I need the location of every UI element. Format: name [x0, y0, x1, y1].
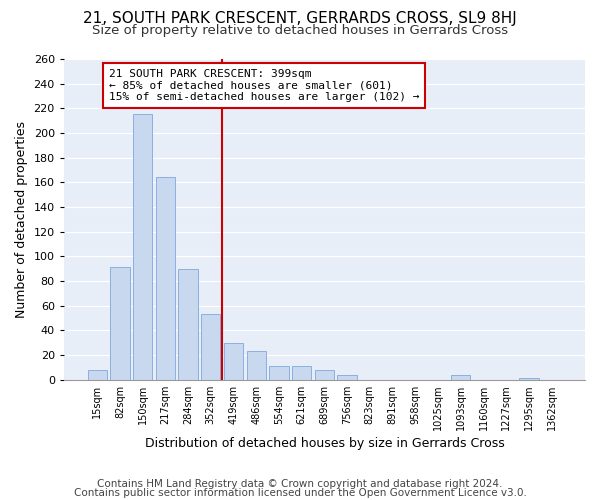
Text: 21 SOUTH PARK CRESCENT: 399sqm
← 85% of detached houses are smaller (601)
15% of: 21 SOUTH PARK CRESCENT: 399sqm ← 85% of … [109, 69, 419, 102]
Text: Contains HM Land Registry data © Crown copyright and database right 2024.: Contains HM Land Registry data © Crown c… [97, 479, 503, 489]
Bar [178, 268, 198, 380]
Text: 21, SOUTH PARK CRESCENT, GERRARDS CROSS, SL9 8HJ: 21, SOUTH PARK CRESCENT, GERRARDS CROSS,… [83, 11, 517, 26]
Bar [519, 378, 539, 380]
Bar [201, 314, 220, 380]
Bar [155, 178, 175, 380]
Bar [337, 374, 357, 380]
Bar [224, 342, 243, 380]
Bar [88, 370, 107, 380]
Bar [451, 374, 470, 380]
Text: Size of property relative to detached houses in Gerrards Cross: Size of property relative to detached ho… [92, 24, 508, 37]
Text: Contains public sector information licensed under the Open Government Licence v3: Contains public sector information licen… [74, 488, 526, 498]
Bar [133, 114, 152, 380]
Bar [110, 268, 130, 380]
Bar [315, 370, 334, 380]
X-axis label: Distribution of detached houses by size in Gerrards Cross: Distribution of detached houses by size … [145, 437, 504, 450]
Bar [247, 351, 266, 380]
Bar [269, 366, 289, 380]
Bar [292, 366, 311, 380]
Y-axis label: Number of detached properties: Number of detached properties [15, 121, 28, 318]
